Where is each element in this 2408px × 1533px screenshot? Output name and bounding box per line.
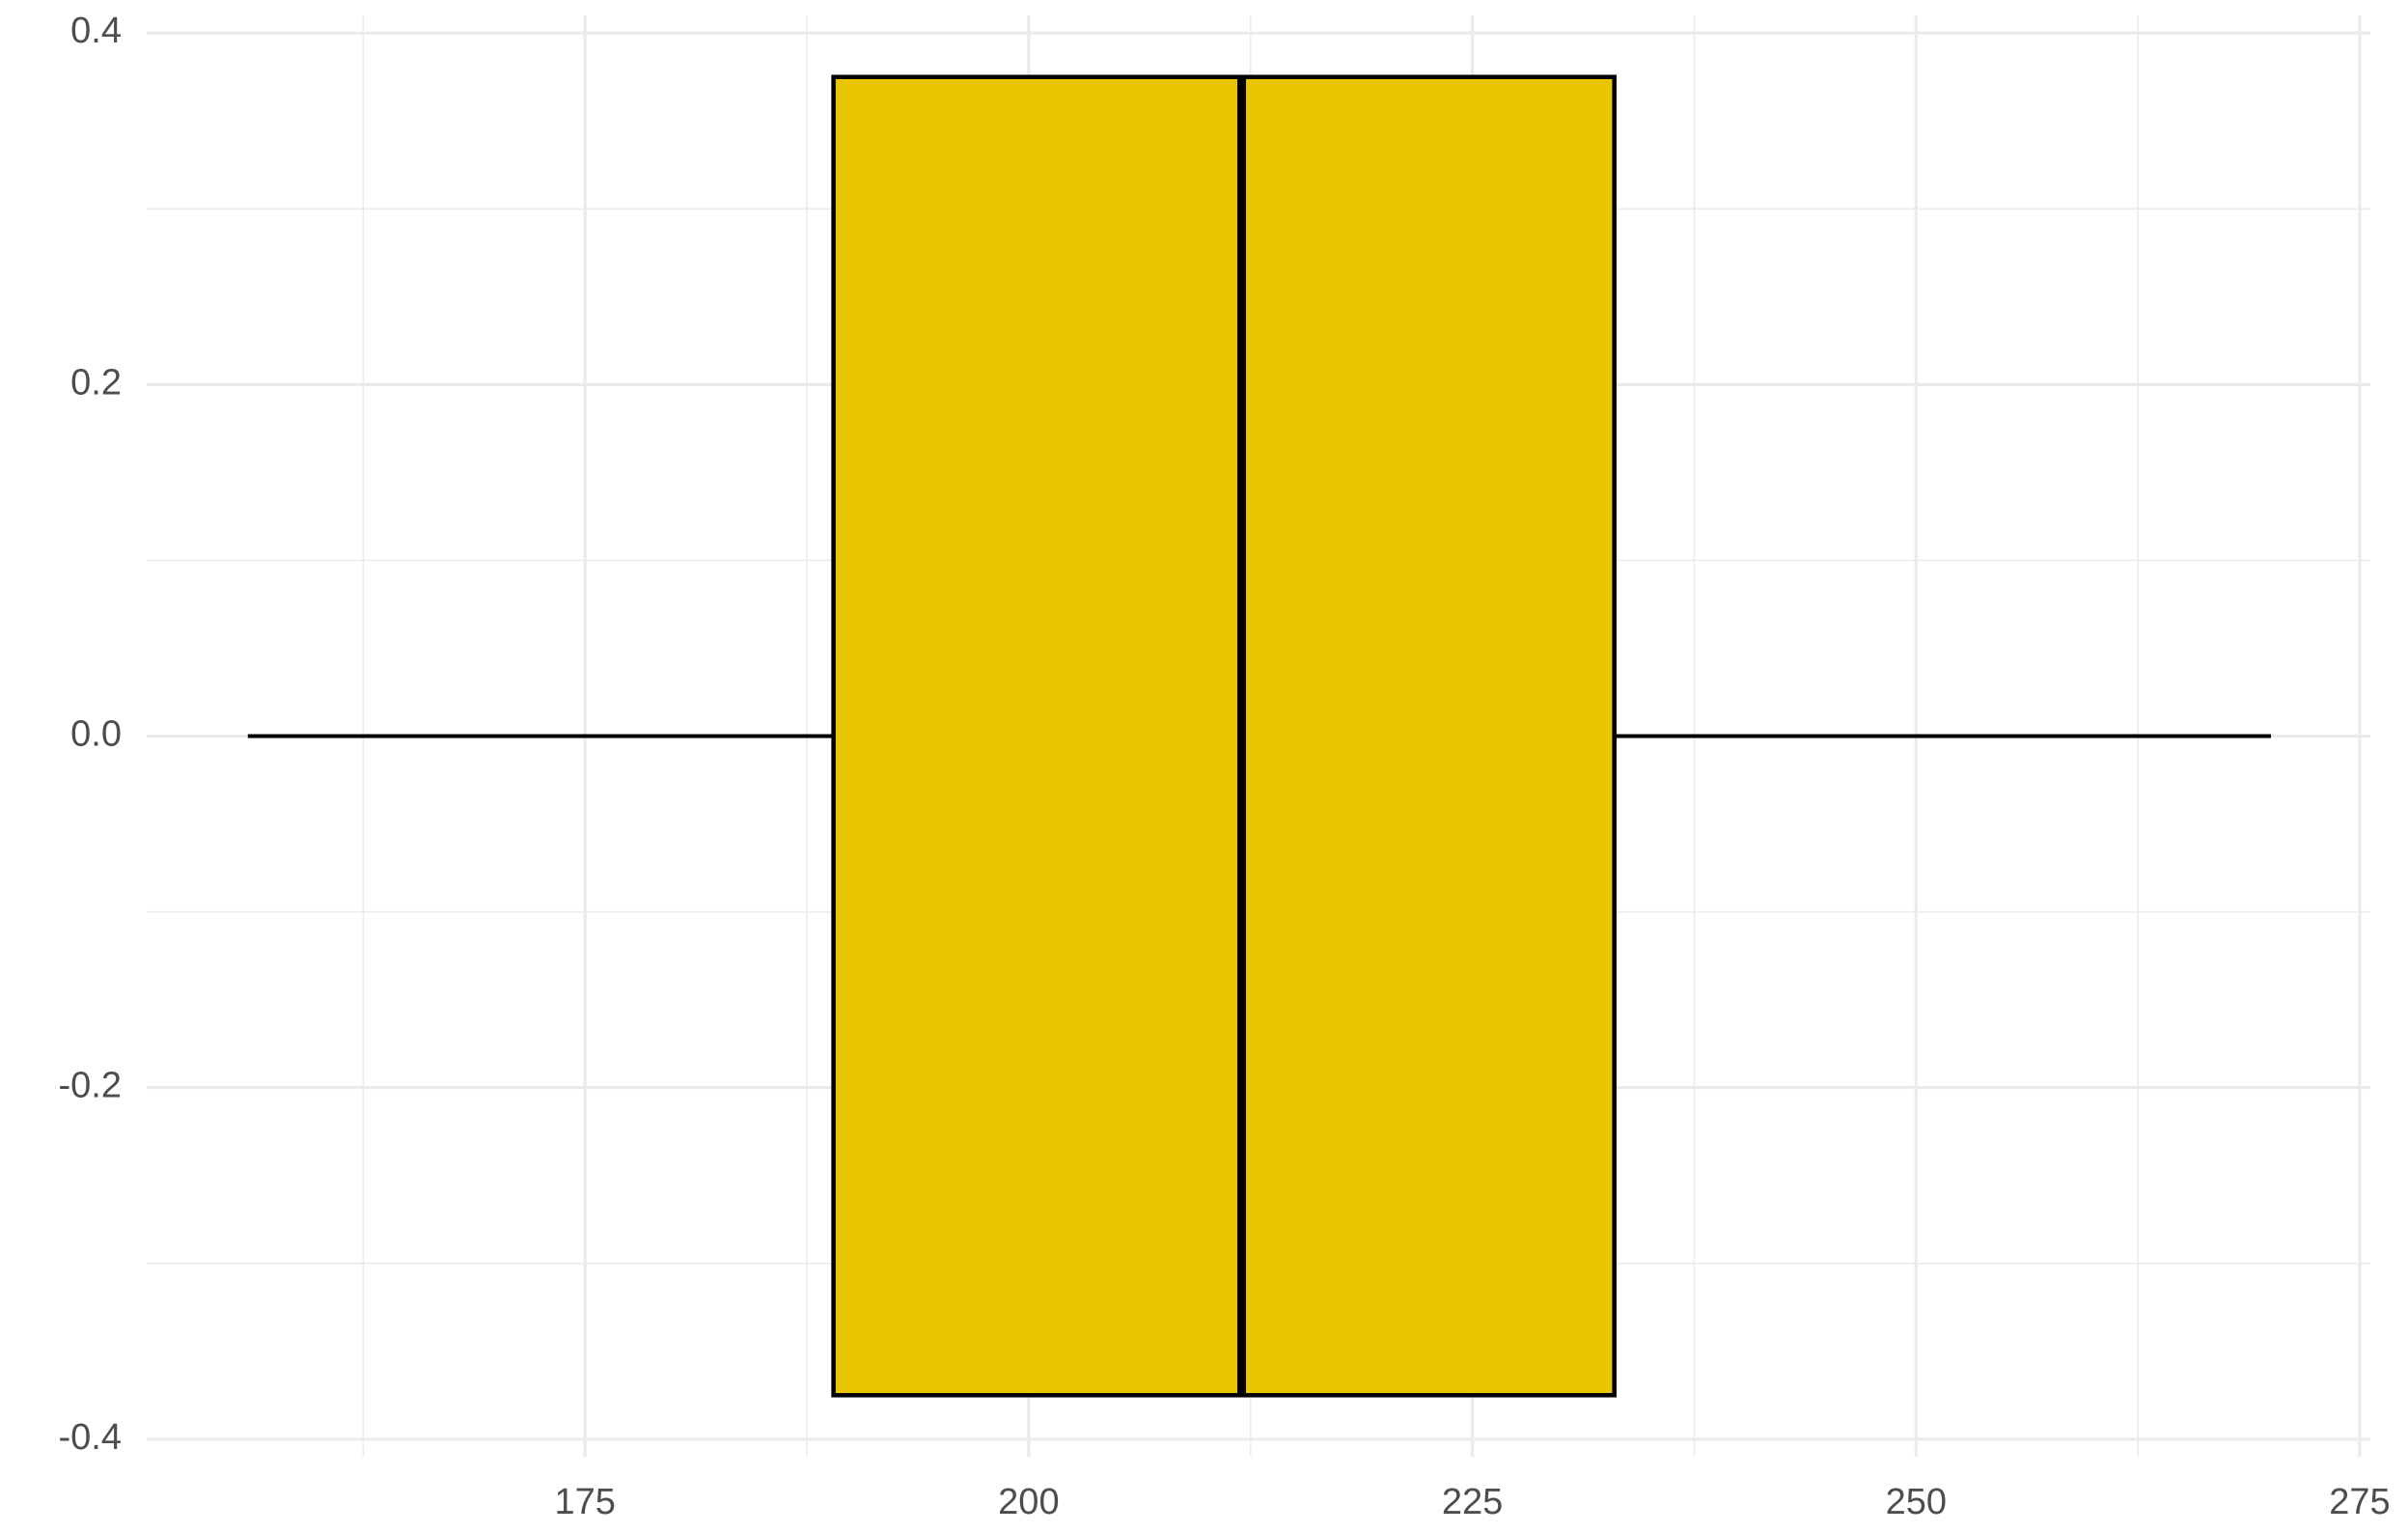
y-tick-label: 0.4 <box>70 11 122 51</box>
y-tick-label: -0.4 <box>59 1417 122 1458</box>
x-tick-label: 225 <box>1442 1482 1503 1522</box>
y-tick-label: -0.2 <box>59 1066 122 1106</box>
x-tick-label: 275 <box>2329 1482 2390 1522</box>
x-tick-label: 200 <box>998 1482 1059 1522</box>
y-tick-label: 0.2 <box>70 362 122 403</box>
x-tick-label: 250 <box>1886 1482 1947 1522</box>
y-tick-label: 0.0 <box>70 714 122 755</box>
box <box>831 74 1617 1398</box>
x-tick-label: 175 <box>554 1482 615 1522</box>
